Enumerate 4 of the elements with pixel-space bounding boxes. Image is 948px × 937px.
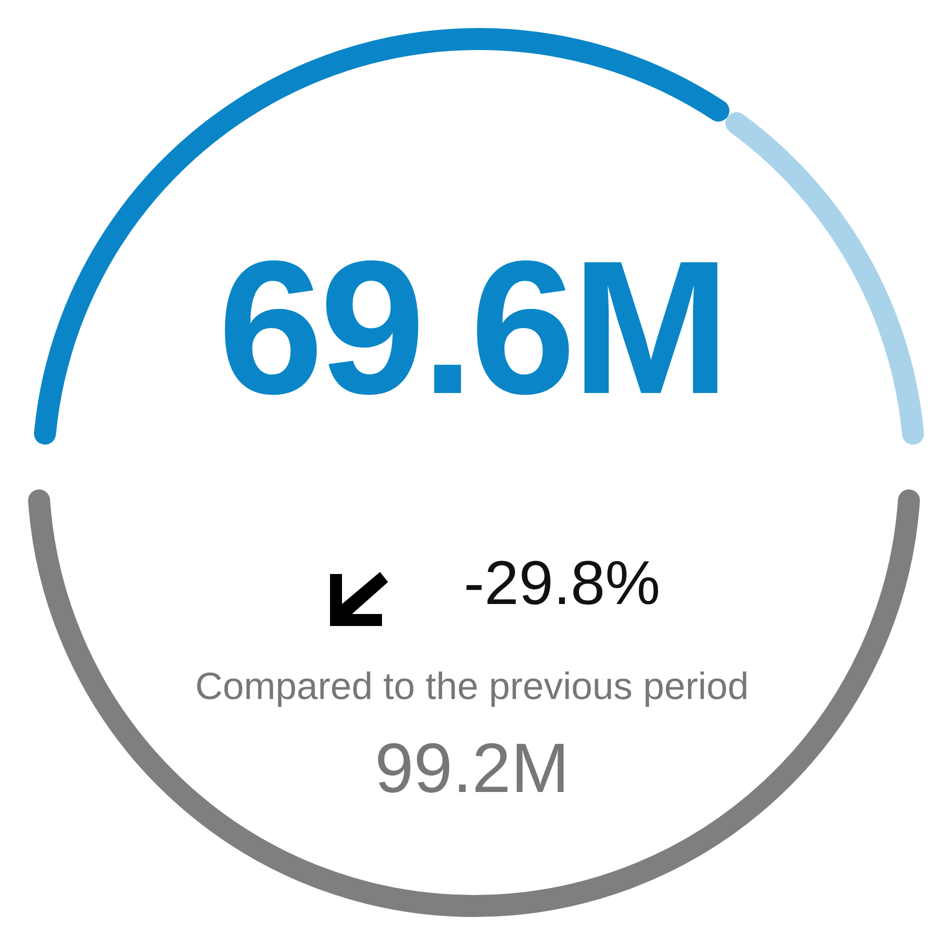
text: 99.2M (374, 729, 570, 807)
text: 69.6M (218, 222, 726, 434)
text: Compared to the previous period (195, 666, 749, 708)
text: -29.8% (464, 549, 660, 618)
